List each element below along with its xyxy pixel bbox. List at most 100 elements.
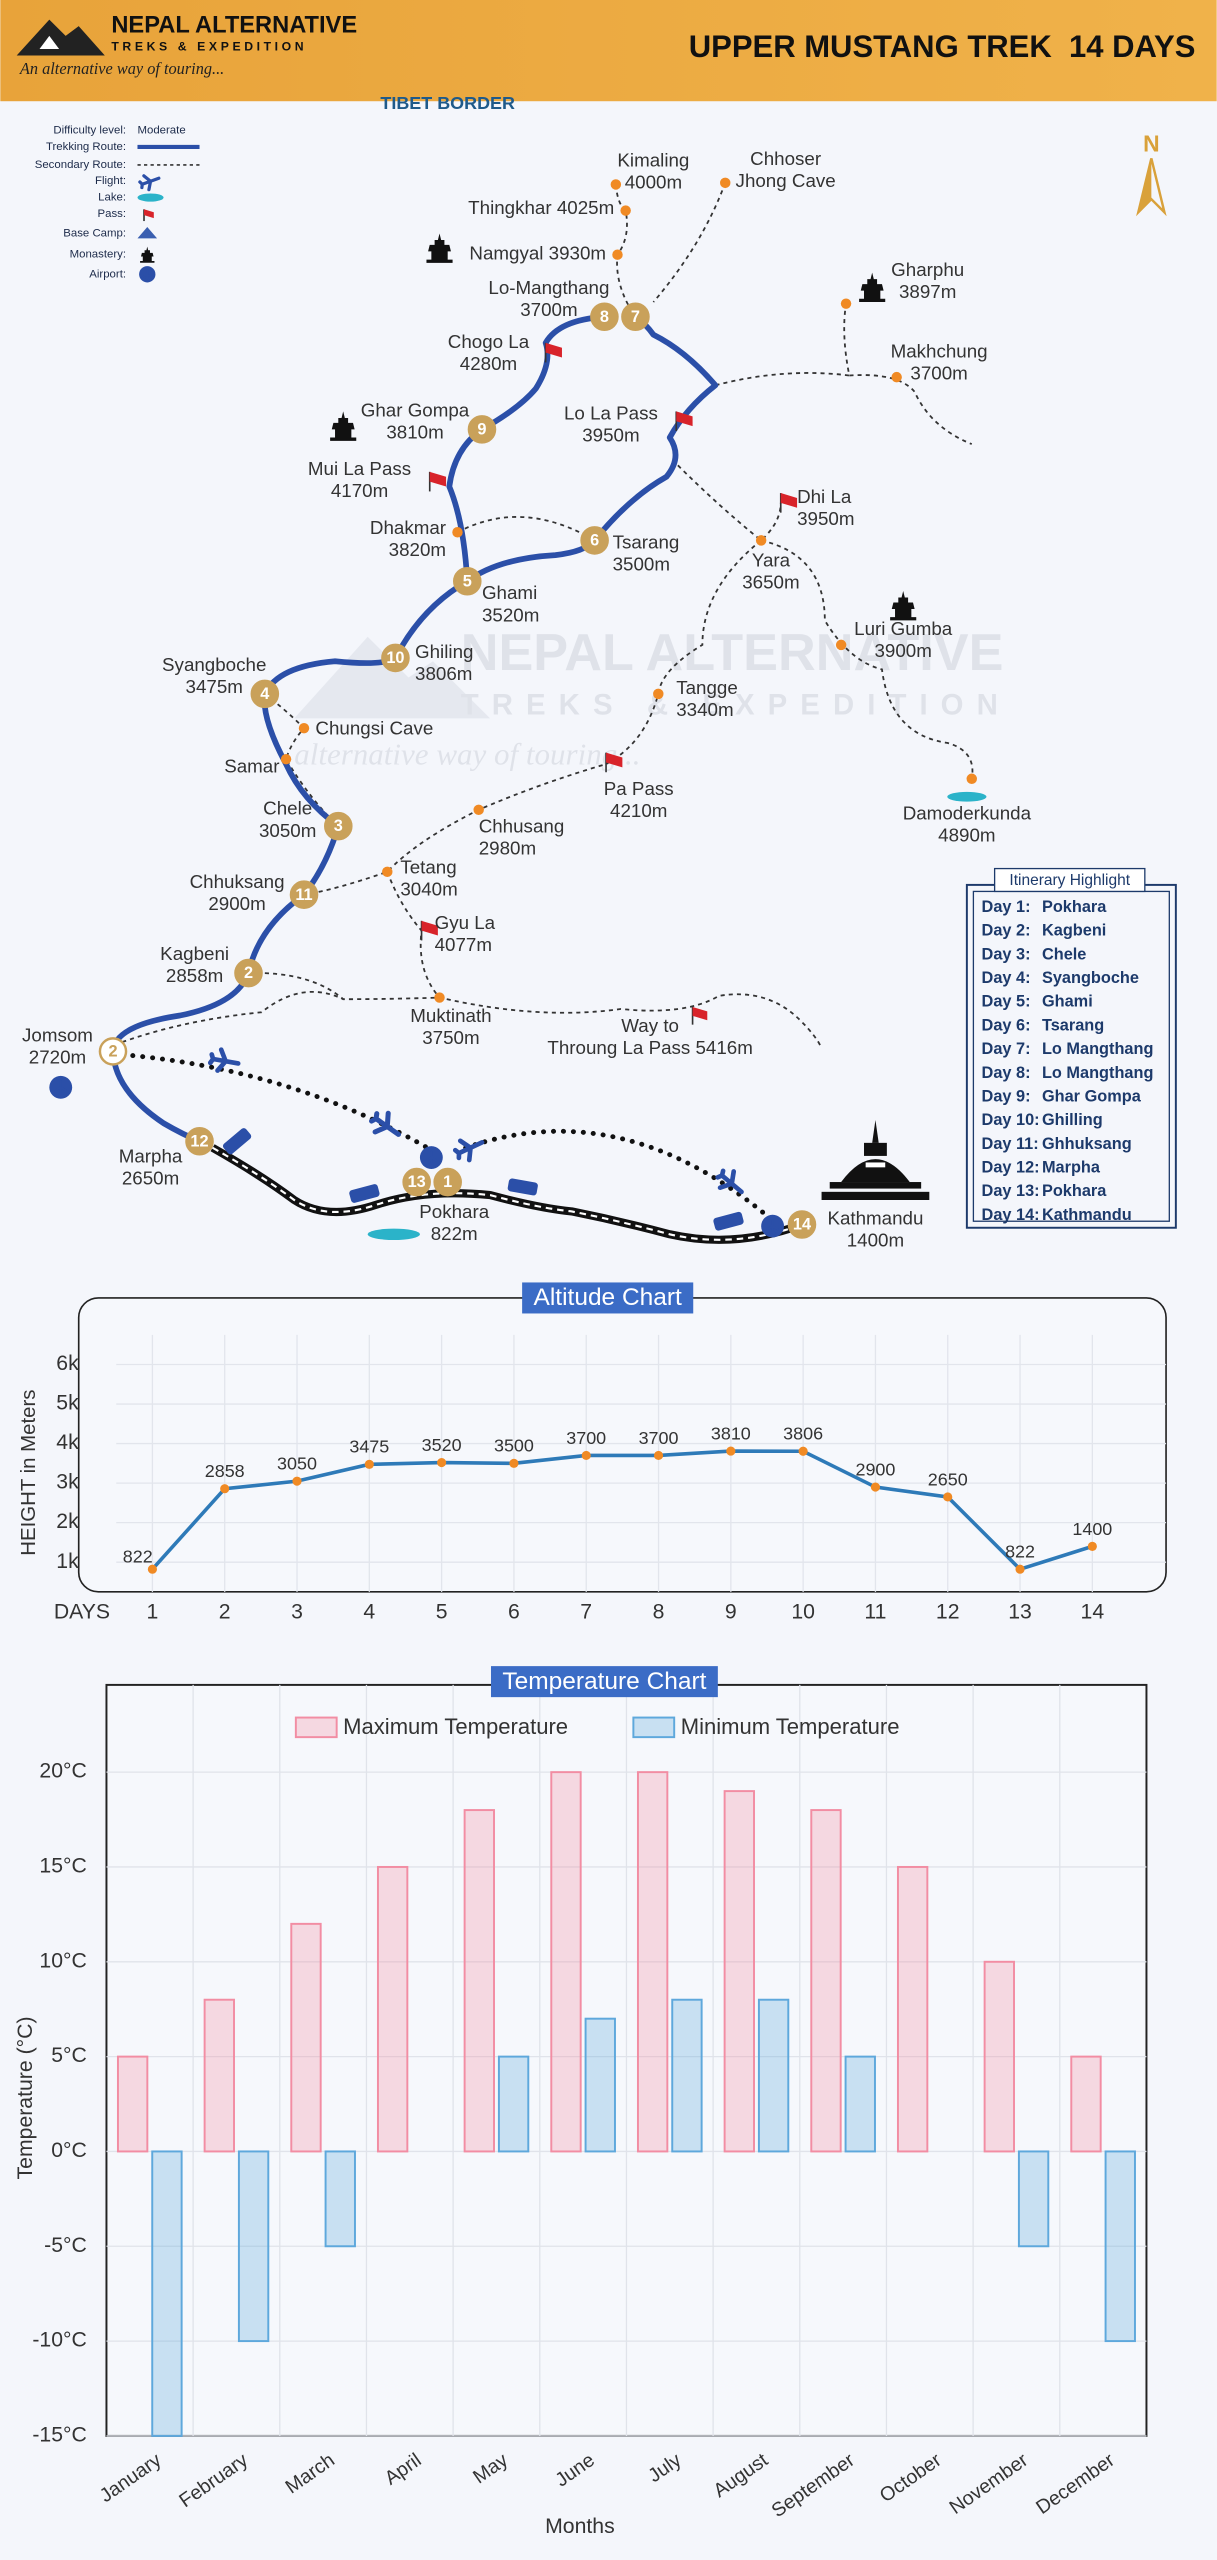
- x-tick-label: 12: [936, 1601, 960, 1624]
- itinerary-place: Syangboche: [1042, 969, 1139, 987]
- place-label: 3700m: [910, 363, 967, 384]
- lake: [947, 791, 987, 802]
- trekking-route: [446, 313, 608, 585]
- place-label: Kathmandu: [827, 1208, 923, 1229]
- stupa-dome: [841, 1159, 910, 1183]
- x-tick-label: 4: [363, 1601, 375, 1624]
- secondary-route: [614, 184, 637, 318]
- lake: [367, 1228, 420, 1240]
- x-tick-label: 9: [725, 1601, 737, 1624]
- y-tick-label: 1k: [56, 1550, 79, 1573]
- place-label: 4210m: [610, 800, 667, 821]
- itinerary-day: Day 3:: [982, 945, 1031, 963]
- place-label: 3340m: [676, 699, 733, 720]
- legend-label: Secondary Route:: [35, 159, 126, 171]
- place-label: Jhong Cave: [736, 170, 836, 191]
- y-tick-label: 5k: [56, 1392, 79, 1415]
- place-label: 3500m: [613, 554, 670, 575]
- secondary-route: [457, 516, 596, 542]
- legend-label: Base Camp:: [63, 227, 126, 239]
- itinerary-day: Day 7:: [982, 1040, 1031, 1058]
- place-label: 3950m: [797, 508, 854, 529]
- day-marker-label: 13: [408, 1173, 426, 1191]
- road-markings: [212, 1146, 803, 1241]
- itinerary-place: Chele: [1042, 945, 1086, 963]
- place-label: Tangge: [676, 677, 738, 698]
- place-label: Throung La Pass 5416m: [547, 1037, 753, 1058]
- logo-peak: [39, 35, 60, 49]
- itinerary-title: Itinerary Highlight: [1009, 872, 1130, 889]
- location-dot: [612, 249, 623, 260]
- itinerary-day: Day 8:: [982, 1064, 1031, 1082]
- monastery-icon: [426, 233, 453, 263]
- place-label: Chhusang: [479, 816, 565, 837]
- compass-arrow-fill: [1138, 158, 1152, 213]
- temperature-bar: [151, 2150, 183, 2437]
- map: TIBET BORDER NEPAL ALTERNATIVE TREKS & E…: [22, 93, 1167, 1251]
- temperature-bar: [116, 2055, 149, 2153]
- day-marker-label: 11: [295, 886, 312, 904]
- x-tick-label: 6: [508, 1601, 520, 1624]
- place-label: Pa Pass: [604, 778, 674, 799]
- place-label: Thingkhar 4025m: [468, 197, 614, 218]
- pass-flag: [144, 209, 154, 219]
- day-marker: [402, 1167, 431, 1197]
- y-tick-label: 15°C: [39, 1855, 86, 1878]
- itinerary-day: Day 2:: [982, 922, 1031, 940]
- secondary-route: [760, 539, 974, 779]
- monastery-icon: [890, 591, 917, 621]
- header-band: [0, 0, 1217, 102]
- secondary-route: [264, 693, 339, 827]
- place-label: Namgyal 3930m: [469, 243, 606, 264]
- data-label: 3700: [639, 1428, 679, 1448]
- itinerary-title-box: [993, 867, 1146, 893]
- plane-icon: [142, 269, 152, 281]
- place-label: 3897m: [899, 281, 956, 302]
- location-dot: [720, 177, 731, 189]
- place-label: 4077m: [435, 934, 492, 955]
- place-label: Way to: [621, 1015, 679, 1036]
- chart-title-box: [522, 1282, 694, 1314]
- itinerary-day: Day 9:: [982, 1087, 1031, 1105]
- day-marker: [324, 811, 353, 841]
- altitude-point: [943, 1492, 953, 1502]
- altitude-point: [364, 1459, 374, 1469]
- location-dot: [382, 866, 393, 878]
- pass-flag: [606, 752, 623, 768]
- place-label: Marpha: [119, 1146, 183, 1167]
- place-label: Muktinath: [410, 1005, 491, 1026]
- temperature-bar: [584, 2017, 616, 2153]
- place-label: 3650m: [742, 572, 799, 593]
- itinerary-place: Tsarang: [1042, 1016, 1104, 1034]
- place-label: 3810m: [386, 421, 443, 442]
- pass-flag: [676, 411, 693, 427]
- monastery-icon: [140, 246, 155, 263]
- watermark-text: alternative way of touring...: [294, 737, 640, 772]
- temperature-bar: [1104, 2150, 1136, 2343]
- place-label: Yara: [752, 550, 791, 571]
- place-label: 4000m: [625, 172, 682, 193]
- place-label: Lo La Pass: [564, 403, 658, 424]
- day-marker: [250, 679, 280, 709]
- place-label: 3806m: [415, 663, 472, 684]
- y-tick-label: 6k: [56, 1352, 79, 1375]
- flight-route: [463, 1128, 771, 1219]
- y-tick-label: 10°C: [39, 1949, 86, 1972]
- place-label: Lo-Mangthang: [488, 277, 609, 298]
- day-marker-label: 6: [590, 532, 599, 550]
- altitude-point: [437, 1457, 447, 1468]
- place-label: Tsarang: [613, 532, 680, 553]
- monastery-icon: [330, 411, 357, 441]
- y-tick-label: -5°C: [44, 2234, 87, 2257]
- map-elements: Difficulty level: Moderate Trekking Route:…: [22, 125, 1032, 1251]
- secondary-route: [652, 182, 727, 303]
- day-marker: [590, 302, 619, 332]
- y-tick-label: -10°C: [32, 2329, 86, 2352]
- day-marker: [185, 1126, 214, 1156]
- temperature-bar: [844, 2055, 876, 2153]
- itinerary: Itinerary Highlight Day 1: Pokhara Day 2: K…: [965, 867, 1177, 1229]
- pass-flag: [545, 342, 562, 358]
- location-dot: [835, 639, 847, 651]
- legend-label: Flight:: [95, 175, 126, 187]
